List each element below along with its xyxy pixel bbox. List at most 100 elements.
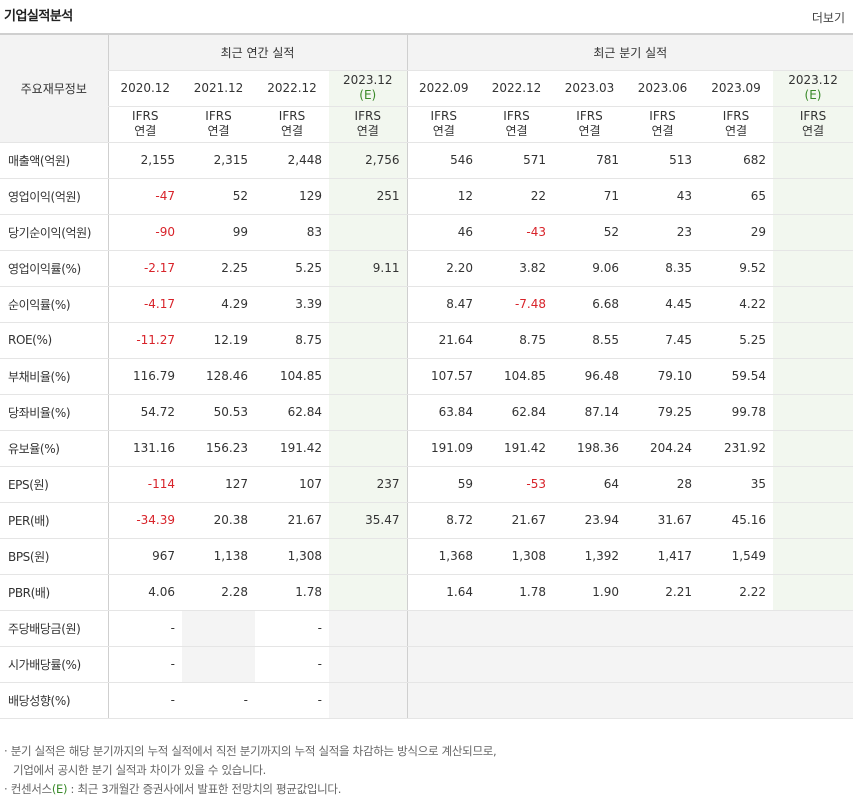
table-cell: 9.52 xyxy=(699,249,773,287)
period-label: 2023.03 xyxy=(564,81,615,95)
table-cell: -34.39 xyxy=(107,502,182,539)
row-label: PBR(배) xyxy=(0,574,108,611)
table-cell: 546 xyxy=(406,141,480,179)
row-label: 유보율(%) xyxy=(0,430,108,467)
table-cell: 156.23 xyxy=(182,430,255,467)
row-label: 당기순이익(억원) xyxy=(0,214,108,251)
table-cell: 64 xyxy=(553,465,626,503)
estimate-mark: (E) xyxy=(51,782,68,796)
period-header: 2020.12 xyxy=(107,70,182,107)
table-cell: 1,138 xyxy=(182,538,255,575)
row-label: 영업이익(억원) xyxy=(0,178,108,215)
table-cell xyxy=(329,682,407,719)
consolidated-text: 연결 xyxy=(207,124,230,138)
table-cell xyxy=(699,609,773,647)
table-cell: 87.14 xyxy=(553,394,626,431)
ifrs-text: IFRS xyxy=(205,109,232,123)
table-row: 순이익률(%) -4.17 4.29 3.39 8.47 -7.48 6.68 4.45 4.2… xyxy=(0,286,854,323)
table-cell: 9.06 xyxy=(553,249,626,287)
table-row: 영업이익률(%) -2.17 2.25 5.25 9.11 2.20 3.82 9.06 8.3… xyxy=(0,249,854,287)
table-cell: 1,308 xyxy=(255,538,329,575)
table-row: 영업이익(억원) -47 52 129 251 12 22 71 43 65 xyxy=(0,178,854,215)
table-cell xyxy=(773,249,854,287)
table-cell: 9.11 xyxy=(329,249,407,287)
table-cell: 2.20 xyxy=(406,249,480,287)
ifrs-text: IFRS xyxy=(278,109,306,123)
table-cell: 1,392 xyxy=(553,538,626,575)
table-cell: - xyxy=(182,682,255,719)
table-cell: -43 xyxy=(480,214,553,251)
table-cell: 71 xyxy=(553,178,626,215)
table-cell: 2,315 xyxy=(182,141,255,179)
table-cell: 8.75 xyxy=(480,322,553,359)
table-cell: 46 xyxy=(406,214,480,251)
footnote-1-cont: 기업에서 공시한 분기 실적과 차이가 있을 수 있습니다. xyxy=(13,763,267,777)
period-label: 2021.12 xyxy=(193,81,244,95)
ifrs-text: IFRS xyxy=(722,109,750,123)
table-cell: - xyxy=(255,682,329,719)
row-label: 당좌비율(%) xyxy=(0,394,108,431)
table-row: 당좌비율(%) 54.72 50.53 62.84 63.84 62.84 87.14 79.… xyxy=(0,394,854,431)
table-cell xyxy=(626,609,699,647)
ifrs-label: IFRS 연결 xyxy=(773,106,854,143)
table-cell xyxy=(329,609,407,647)
table-cell: 99.78 xyxy=(699,394,773,431)
table-cell xyxy=(480,646,553,683)
table-row: 당기순이익(억원) -90 99 83 46 -43 52 23 29 xyxy=(0,214,854,251)
table-cell xyxy=(773,322,854,359)
table-cell: 21.67 xyxy=(480,502,553,539)
table-cell: 4.22 xyxy=(699,286,773,323)
table-cell: 513 xyxy=(626,141,699,179)
table-cell xyxy=(329,646,407,683)
table-cell: 107 xyxy=(255,465,329,503)
table-cell: 2.25 xyxy=(182,249,255,287)
table-cell: -11.27 xyxy=(107,322,182,359)
consolidated-text: 연결 xyxy=(134,124,157,138)
period-row: 2020.12 2021.12 2022.12 2023.12 (E) 2022.09 20… xyxy=(0,70,854,107)
table-cell: 4.06 xyxy=(107,574,182,611)
table-cell xyxy=(329,357,407,395)
table-cell: 4.45 xyxy=(626,286,699,323)
table-cell xyxy=(699,646,773,683)
table-cell: 8.47 xyxy=(406,286,480,323)
table-cell: 12 xyxy=(406,178,480,215)
footnote-1: · 분기 실적은 해당 분기까지의 누적 실적에서 직전 분기까지의 누적 실적… xyxy=(4,744,497,758)
estimate-mark: (E) xyxy=(359,88,377,102)
table-cell: - xyxy=(107,646,182,683)
table-cell: 1,417 xyxy=(626,538,699,575)
table-cell: 35.47 xyxy=(329,502,407,539)
table-cell xyxy=(699,682,773,719)
table-cell xyxy=(182,609,255,647)
consolidated-text: 연결 xyxy=(724,124,748,138)
table-cell: -4.17 xyxy=(107,286,182,323)
table-cell: 4.29 xyxy=(182,286,255,323)
more-link[interactable]: 더보기 xyxy=(811,11,845,25)
table-cell: 54.72 xyxy=(107,394,182,431)
table-cell: 45.16 xyxy=(699,502,773,539)
table-cell: 191.42 xyxy=(480,430,553,467)
table-cell: 12.19 xyxy=(182,322,255,359)
table-cell xyxy=(626,646,699,683)
period-label: 2022.12 xyxy=(267,81,317,95)
table-cell xyxy=(182,646,255,683)
table-cell: 127 xyxy=(182,465,255,503)
table-cell: 1,308 xyxy=(480,538,553,575)
row-label: PER(배) xyxy=(0,502,108,539)
ifrs-label: IFRS 연결 xyxy=(182,106,255,143)
table-cell: 2.21 xyxy=(626,574,699,611)
table-cell: 8.55 xyxy=(553,322,626,359)
table-cell xyxy=(773,430,854,467)
table-cell xyxy=(773,286,854,323)
ifrs-label: IFRS 연결 xyxy=(699,106,773,143)
table-cell: 231.92 xyxy=(699,430,773,467)
table-cell: 2.22 xyxy=(699,574,773,611)
period-header: 2023.06 xyxy=(626,70,699,107)
table-cell xyxy=(406,682,480,719)
table-cell: 1.64 xyxy=(406,574,480,611)
table-cell xyxy=(480,609,553,647)
table-cell: 83 xyxy=(255,214,329,251)
period-header: 2022.12 xyxy=(480,70,553,107)
table-row: 시가배당률(%) - - xyxy=(0,646,854,683)
table-cell: 8.75 xyxy=(255,322,329,359)
table-cell: 43 xyxy=(626,178,699,215)
